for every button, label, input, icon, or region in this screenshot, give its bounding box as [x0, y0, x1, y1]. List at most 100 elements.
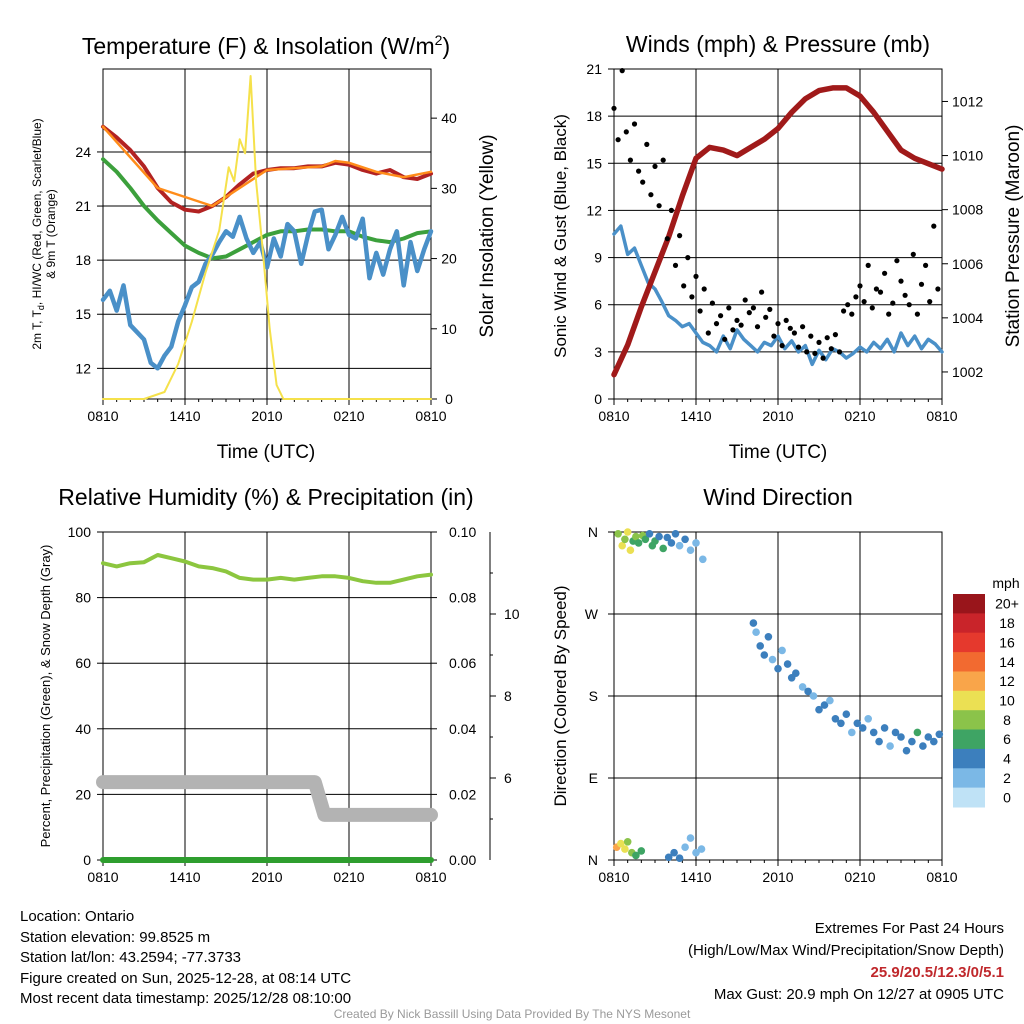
wind-x-tick-label: 2010	[762, 408, 793, 424]
temp-y2-tick-label: 10	[441, 321, 457, 337]
extremes-info: Extremes For Past 24 Hours (High/Low/Max…	[688, 918, 1004, 1006]
legend-label: 0	[1003, 789, 1011, 805]
gust-point	[783, 317, 789, 323]
dir-point	[621, 535, 629, 544]
dir-point	[778, 646, 786, 655]
gust-point	[701, 286, 707, 292]
recent-data-text: Most recent data timestamp: 2025/12/28 0…	[20, 990, 352, 1007]
dir-point	[930, 737, 938, 746]
created-text: Figure created on Sun, 2025-12-28, at 08…	[20, 969, 352, 987]
dir-point	[809, 692, 818, 700]
gust-point	[759, 289, 765, 295]
dir-point	[692, 848, 700, 857]
rh-y-tick-label: 100	[68, 524, 92, 540]
dir-point	[749, 619, 758, 627]
wind-y-tick-label: 15	[586, 155, 602, 171]
wind-x-label: Time (UTC)	[729, 442, 828, 463]
dir-x-tick-label: 0810	[598, 869, 629, 885]
legend-title: mph	[992, 575, 1019, 591]
gust-point	[877, 289, 884, 295]
dir-point	[919, 742, 927, 750]
gust-point	[832, 332, 839, 338]
dir-point	[671, 530, 680, 538]
gust-point	[734, 317, 740, 323]
legend-label: 12	[999, 673, 1015, 689]
gust-point	[836, 349, 843, 355]
dir-point	[618, 541, 626, 550]
gust-point	[869, 305, 875, 311]
gust-point	[894, 258, 900, 264]
legend-label: 4	[1003, 751, 1011, 767]
gust-point	[923, 262, 929, 268]
gust-point	[668, 207, 675, 213]
gust-point	[693, 273, 699, 279]
dir-point	[853, 719, 862, 728]
rh-x-tick-label: 1410	[169, 869, 200, 885]
wind-y-tick-label: 3	[594, 344, 602, 360]
legend-label: 2	[1003, 770, 1011, 786]
dir-point	[837, 719, 845, 728]
rh-y2-tick-label: 0.02	[449, 786, 476, 802]
gust-point	[841, 308, 847, 314]
legend-label: 14	[999, 654, 1015, 670]
wind-y2-tick-label: 1006	[952, 256, 983, 272]
gust-point	[812, 350, 818, 356]
temp-y-tick-label: 15	[75, 306, 91, 322]
dir-point	[756, 642, 764, 650]
max-gust-text: Max Gust: 20.9 mph On 12/27 at 0905 UTC	[713, 986, 1004, 1003]
gust-point	[631, 121, 638, 127]
wind-x-tick-label: 0810	[598, 408, 629, 424]
temp-y2-tick-label: 0	[445, 391, 453, 407]
gust-point	[722, 336, 728, 342]
temp-x-tick-label: 0810	[415, 408, 446, 424]
dir-point	[820, 701, 829, 709]
gust-point	[672, 262, 679, 268]
legend-label: 16	[999, 634, 1015, 650]
temp-series-line	[100, 207, 434, 371]
rh-y-tick-label: 20	[75, 786, 91, 802]
temp-y-tick-label: 24	[75, 144, 91, 160]
wind-y-tick-label: 9	[594, 250, 602, 266]
dir-point	[804, 687, 812, 696]
temp-y-tick-label: 12	[75, 360, 91, 376]
temp-y2-tick-label: 20	[441, 251, 457, 267]
dir-point	[623, 528, 632, 536]
gust-point	[800, 324, 806, 330]
location-text: Location: Ontario	[20, 908, 135, 925]
wind-y2-tick-label: 1002	[952, 364, 983, 380]
rh-line	[101, 553, 433, 585]
gust-point	[808, 333, 814, 339]
dir-point	[864, 715, 872, 723]
wind-y2-tick-label: 1008	[952, 202, 983, 218]
dir-x-tick-label: 1410	[680, 869, 711, 885]
wind-y2-tick-label: 1010	[952, 148, 983, 164]
dir-point	[783, 660, 792, 668]
dir-left-y-label: Direction (Colored By Speed)	[551, 585, 570, 806]
gust-point	[738, 322, 744, 328]
temp-y2-tick-label: 30	[441, 180, 457, 196]
dir-point	[764, 633, 773, 641]
gust-point	[697, 308, 703, 314]
dir-point	[697, 845, 706, 853]
rh-y-tick-label: 60	[75, 655, 91, 671]
gust-point	[656, 203, 662, 209]
gust-point	[927, 299, 933, 305]
gust-point	[935, 286, 941, 292]
gust-point	[775, 321, 781, 327]
legend-color-box	[953, 748, 985, 769]
dir-point	[774, 664, 782, 673]
legend-color-box	[953, 594, 985, 614]
dir-point	[667, 539, 676, 547]
elevation-text: Station elevation: 99.8525 m	[20, 928, 211, 946]
temp-panel-title: Temperature (F) & Insolation (W/m2)	[82, 32, 450, 59]
dir-point	[752, 628, 760, 636]
gust-point	[906, 302, 912, 308]
gust-point	[619, 68, 625, 74]
rh-panel-title: Relative Humidity (%) & Precipitation (i…	[58, 484, 473, 510]
dir-point	[637, 847, 646, 855]
gust-point	[898, 278, 904, 284]
wind-y-tick-label: 0	[594, 391, 602, 407]
gust-point	[677, 233, 683, 239]
legend-color-box	[953, 768, 985, 789]
